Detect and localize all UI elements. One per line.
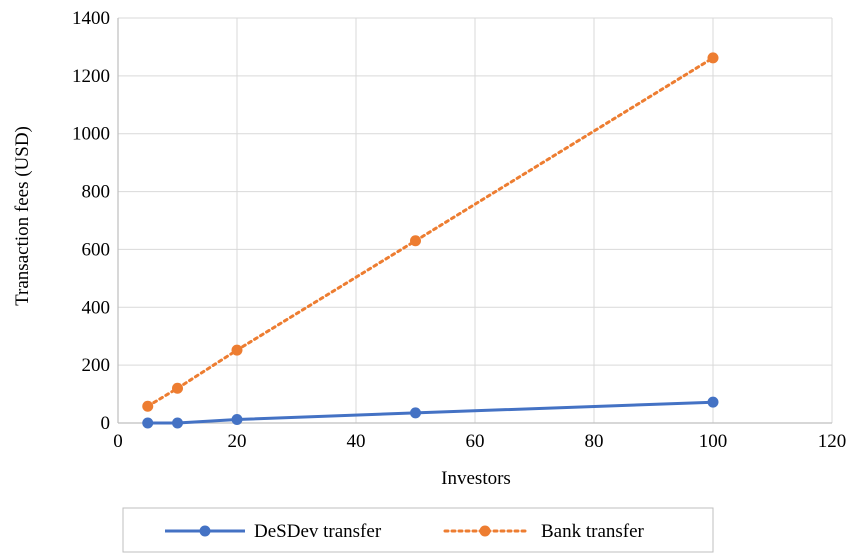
data-point: [142, 417, 154, 429]
x-tick-label: 120: [818, 431, 846, 452]
series-1: [142, 52, 719, 412]
legend-label: Bank transfer: [541, 521, 645, 542]
data-point: [172, 382, 183, 394]
x-tick-label: 60: [466, 431, 485, 452]
y-tick-label: 400: [82, 297, 111, 318]
data-point: [231, 414, 243, 426]
legend-label: DeSDev transfer: [254, 521, 382, 542]
data-point: [142, 400, 154, 412]
series-group: [142, 52, 719, 429]
series-0: [142, 396, 719, 429]
x-tick-label: 100: [699, 431, 728, 452]
legend: DeSDev transfer Bank transfer: [122, 507, 714, 553]
data-point: [172, 417, 183, 429]
data-point: [410, 235, 421, 247]
legend-item: Bank transfer: [443, 521, 645, 542]
y-tick-label: 200: [82, 355, 111, 376]
y-tick-label: 800: [82, 182, 111, 203]
x-tick-label: 20: [228, 431, 247, 452]
y-axis-title: Transaction fees (USD): [12, 126, 33, 306]
y-tick-labels: 0 200 400 600 800 1000 1200 1400: [72, 8, 110, 434]
data-point: [410, 407, 421, 419]
data-point: [231, 344, 243, 356]
x-axis-title: Investors: [441, 468, 511, 489]
legend-item: DeSDev transfer: [165, 521, 382, 542]
data-point: [707, 396, 719, 408]
y-tick-label: 0: [101, 413, 111, 434]
y-tick-label: 1400: [72, 8, 110, 29]
y-tick-label: 1200: [72, 66, 110, 87]
grid-lines: [117, 17, 833, 424]
legend-swatch-marker: [199, 525, 211, 537]
y-tick-label: 1000: [72, 124, 110, 145]
series-line: [146, 56, 715, 408]
x-tick-label: 80: [585, 431, 604, 452]
legend-items: DeSDev transfer Bank transfer: [165, 521, 645, 542]
data-point: [707, 52, 719, 64]
y-tick-label: 600: [82, 239, 111, 260]
x-tick-label: 0: [113, 431, 123, 452]
legend-swatch-marker: [479, 525, 491, 537]
x-tick-labels: 0 20 40 60 80 100 120: [113, 431, 846, 452]
x-tick-label: 40: [347, 431, 366, 452]
legend-box: [122, 507, 714, 553]
